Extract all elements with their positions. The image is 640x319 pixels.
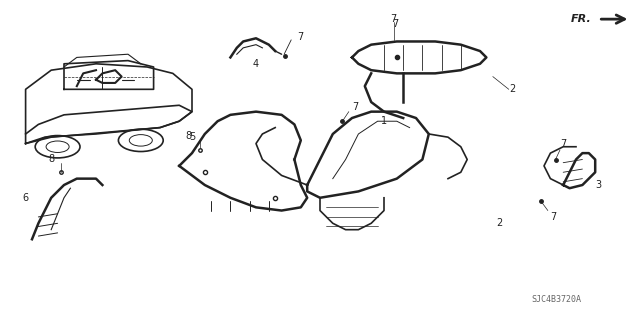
Text: 3: 3 xyxy=(595,180,602,190)
Text: 5: 5 xyxy=(189,132,195,142)
Text: 7: 7 xyxy=(298,32,304,42)
Text: SJC4B3720A: SJC4B3720A xyxy=(532,295,582,304)
Text: 7: 7 xyxy=(560,138,566,149)
Text: 7: 7 xyxy=(392,19,398,29)
Text: 8: 8 xyxy=(48,154,54,165)
Text: 1: 1 xyxy=(381,116,387,126)
Text: 4: 4 xyxy=(253,59,259,69)
Text: FR.: FR. xyxy=(572,14,592,24)
Text: 2: 2 xyxy=(509,84,515,94)
Text: 7: 7 xyxy=(390,14,397,24)
Text: 7: 7 xyxy=(352,102,358,112)
Text: 8: 8 xyxy=(186,130,192,141)
Text: 6: 6 xyxy=(22,193,29,203)
Text: 7: 7 xyxy=(550,212,557,222)
Text: 2: 2 xyxy=(496,218,502,228)
